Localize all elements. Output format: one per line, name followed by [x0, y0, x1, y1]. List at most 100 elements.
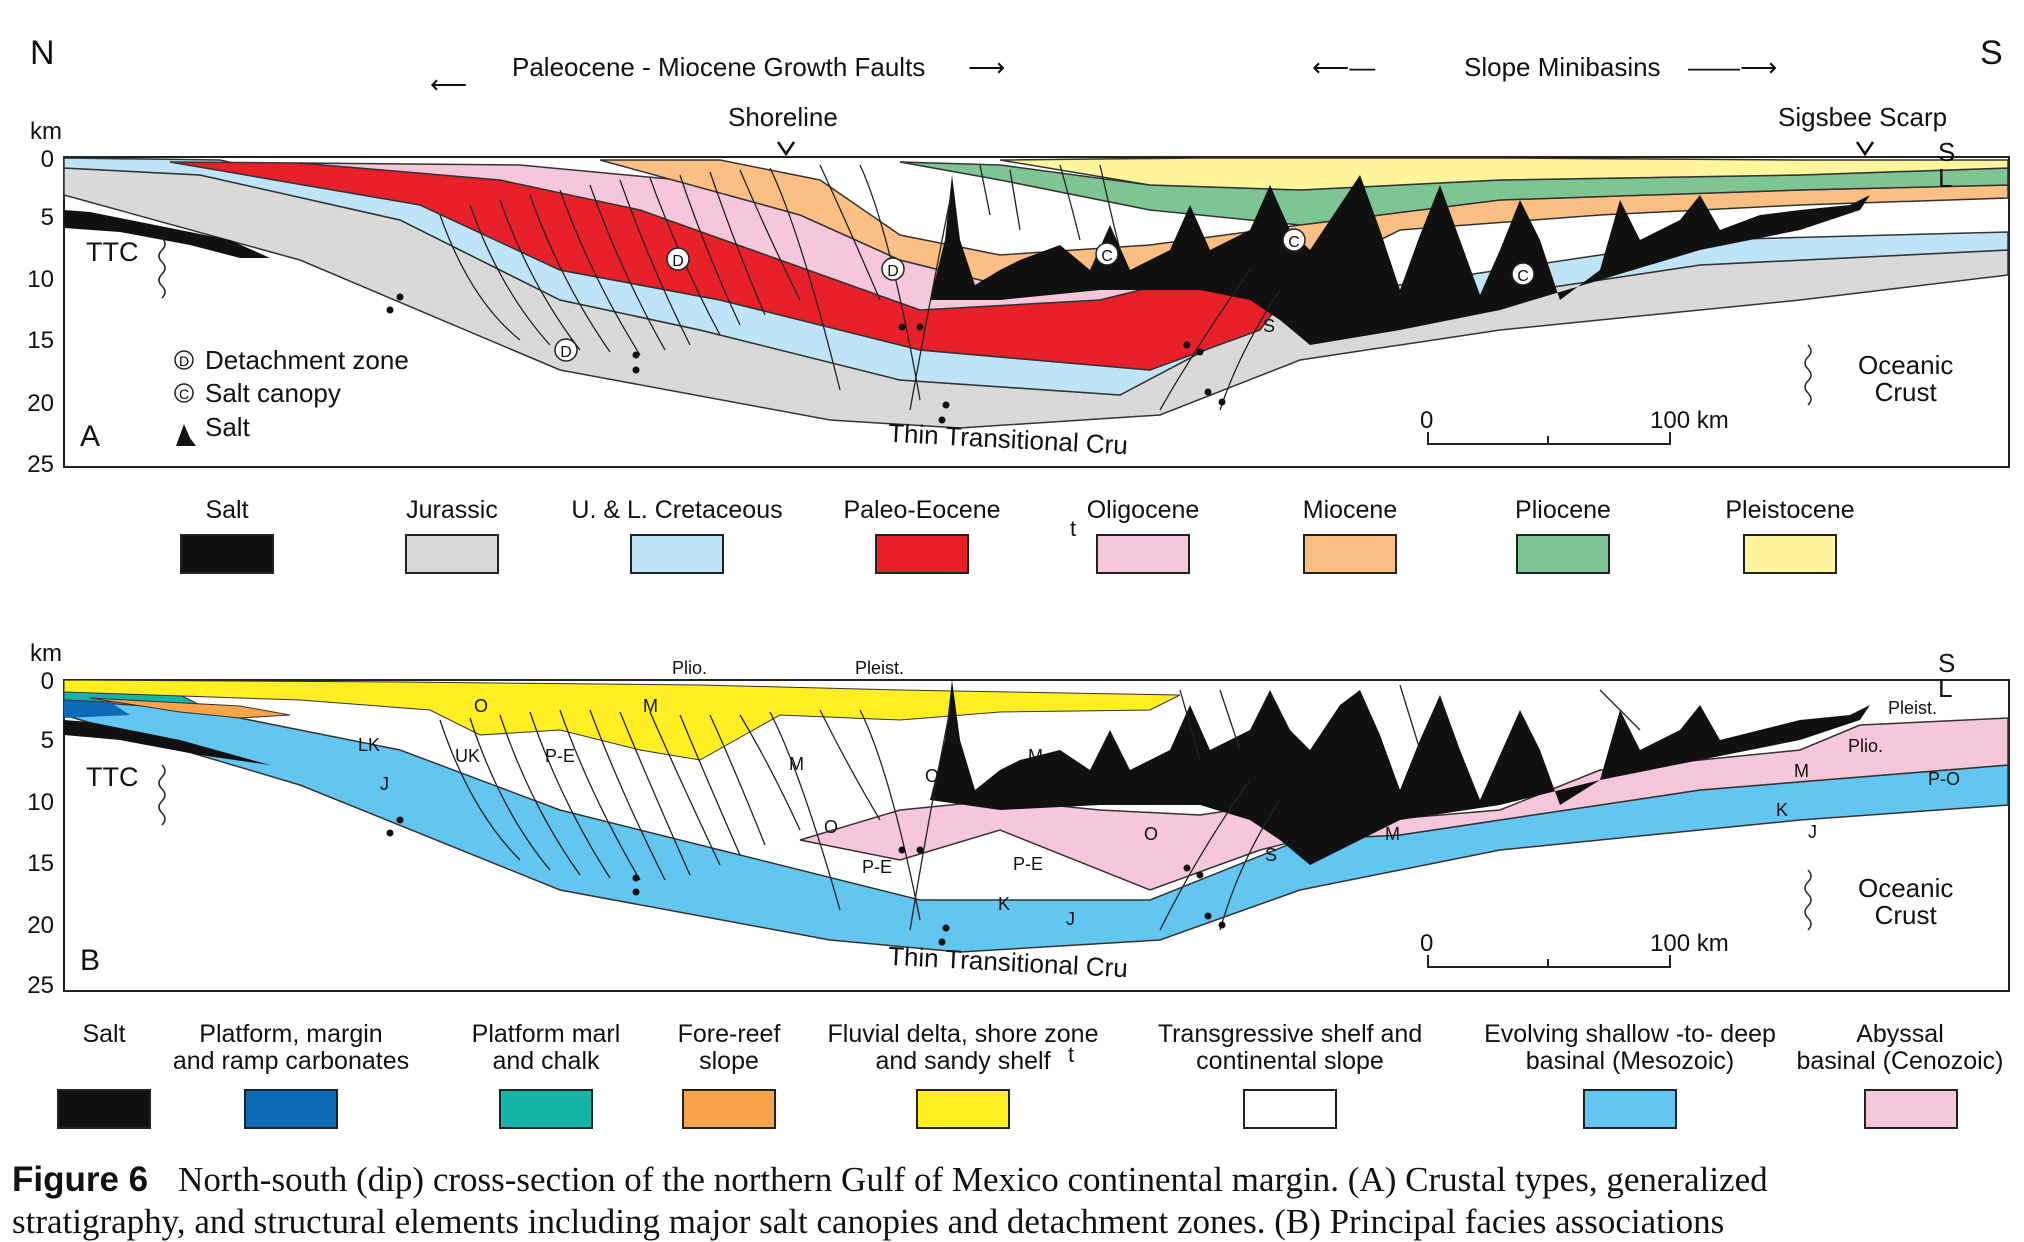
arrow-right-icon: ⟶: [968, 52, 1006, 82]
wavy-crust-symbol: [158, 764, 166, 826]
detachment-key-icon: D: [174, 350, 194, 370]
north-label: N: [30, 34, 55, 72]
chevron-down-icon: [1855, 141, 1875, 157]
key-detachment: Detachment zone: [205, 345, 409, 375]
legend-b-label: Abyssal basinal (Cenozoic): [1796, 1020, 2004, 1075]
legend-b-swatch: [244, 1089, 338, 1129]
panel-a-tick: 5: [40, 204, 54, 231]
detachment-symbol: D: [672, 253, 684, 270]
panel-a-axis-unit: km: [30, 118, 62, 145]
panel-b-cross-section: Plio. Pleist. O M LK UK P-E J M O M O P-…: [63, 658, 2010, 992]
svg-text:D: D: [179, 353, 189, 369]
legend-a-label: Paleo-Eocene: [843, 496, 1001, 524]
unit-label: O: [925, 766, 939, 786]
fluvial-delta-layer: [63, 679, 1181, 761]
figure-caption-line-1: Figure 6 North-south (dip) cross-section …: [12, 1160, 1768, 1200]
unit-label: M: [643, 696, 658, 716]
minibasins-header: Slope Minibasins: [1464, 52, 1661, 82]
scale-end: 100 km: [1650, 930, 1729, 957]
legend-b-label: Platform, margin and ramp carbonates: [172, 1020, 410, 1075]
scale-end: 100 km: [1650, 407, 1729, 434]
panel-a-tick: 0: [40, 146, 54, 173]
arrow-right-icon: ——⟶: [1688, 52, 1778, 82]
dot-markers: [386, 293, 1226, 424]
unit-label: S: [1265, 845, 1277, 865]
unit-label: P-E: [545, 746, 575, 766]
ttc-label: TTC: [86, 237, 139, 267]
fault-lines: [439, 684, 1641, 931]
dot-markers: [386, 816, 1226, 946]
legend-a-swatch: [1303, 534, 1397, 574]
key-canopy: Salt canopy: [205, 378, 341, 408]
legend-b-label: Platform marl and chalk: [471, 1020, 621, 1075]
legend-a-label: Oligocene: [1086, 496, 1200, 524]
unit-label: Pleist.: [1888, 698, 1937, 718]
figure-caption-line-2: stratigraphy, and structural elements in…: [12, 1202, 1725, 1241]
legend-a-swatch: [1516, 534, 1610, 574]
fore-reef-layer: [89, 697, 291, 719]
figure-number: Figure 6: [12, 1160, 149, 1199]
unit-labels: Plio. Pleist. O M LK UK P-E J M O M O P-…: [358, 658, 1960, 929]
platform-carbonate-layer: [64, 700, 130, 718]
sigsbee-label: Sigsbee Scarp: [1778, 102, 1948, 132]
sea-level-l: L: [1938, 673, 1953, 703]
unit-label: LK: [358, 735, 380, 755]
unit-label: O: [824, 817, 838, 837]
unit-label: M: [1183, 789, 1198, 809]
svg-text:C: C: [179, 386, 189, 402]
unit-label: K: [1776, 800, 1788, 820]
unit-label: O: [474, 696, 488, 716]
legend-a-stray-mark: t: [1070, 516, 1077, 541]
legend-a-swatch: [630, 534, 724, 574]
panel-b-tick: 0: [40, 668, 54, 695]
unit-label: J: [1808, 822, 1817, 842]
svg-text:D: D: [560, 344, 572, 361]
legend-a-swatch: [405, 534, 499, 574]
canopy-marker: C: [1095, 242, 1119, 266]
detachment-marker: D: [881, 257, 905, 281]
legend-b-swatch: [1583, 1089, 1677, 1129]
panel-a-cross-section: D D D C C C S D C: [63, 141, 2010, 468]
panel-a-tick: 15: [27, 327, 54, 354]
legend-b-label: Evolving shallow -to- deep basinal (Mesoz…: [1484, 1020, 1776, 1075]
canopy-key-icon: C: [174, 383, 194, 403]
arrow-left-icon: ⟵: [430, 69, 468, 99]
panel-b-axis-unit: km: [30, 640, 62, 667]
legend-b-stray-mark: t: [1068, 1042, 1075, 1067]
south-label: S: [1980, 34, 2003, 72]
sea-level-s: S: [1938, 137, 1956, 167]
salt-body: [64, 720, 270, 765]
salt-body: [930, 175, 1870, 345]
panel-a-frame: [63, 156, 2010, 468]
legend-b-swatch: [682, 1089, 776, 1129]
oceanic-crust-label: Oceanic Crust: [1858, 350, 1954, 407]
legend-a-label: Salt: [205, 496, 249, 524]
unit-label: UK: [455, 746, 480, 766]
salt-key-icon: [176, 424, 196, 446]
legend-b-swatch: [916, 1089, 1010, 1129]
panel-a-tick: 20: [27, 390, 54, 417]
wavy-crust-symbol: [1804, 869, 1812, 931]
salt-body: [930, 680, 1870, 865]
unit-label: J: [1066, 909, 1075, 929]
svg-text:C: C: [1101, 248, 1113, 265]
canopy-marker: C: [1511, 262, 1535, 286]
sea-level-s: S: [1938, 648, 1956, 678]
panel-b-tick: 5: [40, 727, 54, 754]
scale-start: 0: [1420, 930, 1434, 957]
caption-text: North-south (dip) cross-section of the n…: [178, 1160, 1768, 1199]
unit-label: M: [1385, 824, 1400, 844]
panel-b-tick: 10: [27, 789, 54, 816]
scale-bar: [1427, 955, 1671, 968]
legend-a-label: Jurassic: [406, 496, 498, 524]
canopy-marker: C: [1282, 228, 1306, 252]
salt-body: [64, 210, 270, 258]
unit-label: Pleist.: [855, 658, 904, 678]
unit-label: P-E: [1013, 854, 1043, 874]
ttc-label: TTC: [86, 762, 139, 792]
wavy-crust-symbol: [158, 237, 166, 299]
legend-b-swatch: [1243, 1089, 1337, 1129]
unit-label: Plio.: [672, 658, 707, 678]
panel-a-tick: 10: [27, 266, 54, 293]
legend-b-swatch: [499, 1089, 593, 1129]
